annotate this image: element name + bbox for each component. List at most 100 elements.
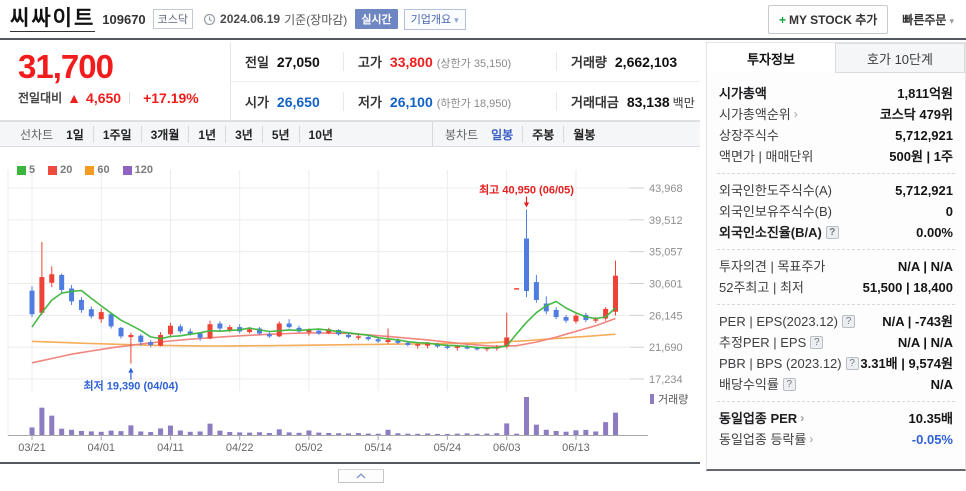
overview-label: 기업개요: [410, 13, 452, 26]
info-value: 3.31배 | 9,574원: [860, 356, 953, 371]
lower-limit: (하한가 18,950): [436, 98, 512, 110]
stock-title[interactable]: 씨싸이트: [10, 6, 96, 32]
info-row: PBR | BPS (2023.12)? 3.31배 | 9,574원: [719, 353, 953, 374]
quick-order-label: 빠른주문: [902, 12, 947, 27]
svg-text:17,234: 17,234: [649, 374, 683, 386]
high-value: 33,800: [389, 54, 433, 70]
candle-interval-button[interactable]: 월봉: [563, 125, 604, 143]
info-row: 액면가 | 매매단위 500원 | 1주: [719, 146, 953, 167]
add-my-stock-button[interactable]: + MY STOCK 추가: [767, 4, 889, 34]
arrow-right-icon: ›: [800, 411, 805, 425]
info-value: 10.35배: [908, 411, 954, 426]
upper-limit: (상한가 35,150): [436, 58, 512, 70]
chart-collapse-button[interactable]: [338, 469, 384, 483]
amount-unit: 백만: [672, 96, 695, 110]
volume-bars: [29, 397, 619, 435]
svg-text:05/14: 05/14: [364, 442, 392, 454]
period-button[interactable]: 10년: [298, 125, 342, 143]
chart-grid: 43,968 39,512 35,057 30,601 26,145 21,690 17,2…: [7, 170, 683, 435]
help-icon[interactable]: ?: [782, 378, 796, 391]
realtime-badge[interactable]: 실시간: [355, 9, 398, 29]
info-value: -0.05%: [911, 432, 953, 447]
period-button[interactable]: 5년: [261, 125, 299, 143]
divider: [129, 91, 131, 104]
period-button[interactable]: 1년: [188, 125, 225, 143]
info-value: 5,712,921: [895, 183, 953, 198]
help-icon[interactable]: ?: [810, 336, 824, 349]
quick-order-dropdown[interactable]: 빠른주문 ▾: [902, 11, 954, 28]
info-section: PER | EPS(2023.12)? N/A | -743원 추정PER | EP…: [717, 304, 955, 401]
candle-interval-button[interactable]: 주봉: [522, 125, 563, 143]
chevron-down-icon: ▾: [949, 15, 954, 26]
prev-close-label: 전일: [245, 55, 269, 70]
ma-legend-label: 60: [97, 164, 110, 176]
info-label: PER | EPS(2023.12)?: [719, 311, 855, 332]
info-label: 투자의견 | 목표주가: [719, 259, 826, 274]
info-row: 추정PER | EPS? N/A | N/A: [719, 332, 953, 353]
info-row[interactable]: 동일업종 등락률 › -0.05%: [719, 429, 953, 450]
help-icon[interactable]: ?: [842, 315, 855, 328]
change-percent: +17.19%: [143, 89, 199, 106]
sidebar-tab[interactable]: 투자정보: [707, 43, 835, 73]
help-icon[interactable]: ?: [825, 226, 839, 239]
market-badge: 코스닥: [152, 9, 194, 29]
period-button[interactable]: 3년: [225, 125, 262, 143]
info-row[interactable]: 동일업종 PER › 10.35배: [719, 408, 953, 429]
info-label: 시가총액: [719, 86, 767, 101]
ma-color-swatch: [85, 165, 95, 175]
ma60-line: [31, 333, 616, 347]
x-axis: 03/21 04/01 04/11 04/22 05/02 05/14 05/24 06/03…: [8, 435, 648, 454]
info-section: 동일업종 PER › 10.35배 동일업종 등락률 › -0.05%: [717, 401, 955, 456]
my-stock-label: MY STOCK 추가: [788, 12, 878, 27]
candlestick-chart[interactable]: 43,968 39,512 35,057 30,601 26,145 21,690 17,2…: [0, 148, 700, 462]
period-button[interactable]: 1주일: [92, 125, 141, 143]
candle-option-list: 일봉 주봉 월봉: [482, 125, 604, 143]
sidebar-sections: 시가총액 1,811억원 시가총액순위 › 코스닥 479위 상장주식수 5,712,921…: [707, 73, 965, 456]
svg-text:06/03: 06/03: [493, 442, 521, 454]
ma-legend: 5 20 60 120: [17, 164, 153, 176]
volume-value: 2,662,103: [614, 54, 678, 70]
candle-group: 봉차트 일봉 주봉 월봉: [432, 122, 604, 146]
svg-text:거래량: 거래량: [658, 393, 688, 406]
change-label: 전일대비: [18, 91, 63, 105]
info-value: N/A | -743원: [882, 314, 953, 329]
company-overview-dropdown[interactable]: 기업개요 ▾: [403, 8, 466, 30]
chart-area: 43,968 39,512 35,057 30,601 26,145 21,690 17,2…: [0, 148, 700, 464]
help-icon[interactable]: ?: [845, 357, 859, 370]
ma20-line: [31, 317, 616, 364]
period-button[interactable]: 1일: [66, 127, 84, 142]
amount-label: 거래대금: [571, 95, 619, 110]
info-label: 시가총액순위 ›: [719, 104, 798, 125]
info-section: 외국인한도주식수(A) 5,712,921 외국인보유주식수(B) 0 외국인소진율(B…: [717, 173, 955, 249]
info-label: 52주최고 | 최저: [719, 280, 804, 295]
info-row: 상장주식수 5,712,921: [719, 125, 953, 146]
info-row[interactable]: 시가총액순위 › 코스닥 479위: [719, 104, 953, 125]
ma-color-swatch: [122, 165, 132, 175]
ohlc-table: 전일 27,050 고가 33,800 (상한가 35,150) 거래량 2,662,1…: [230, 42, 700, 121]
sidebar-tab[interactable]: 호가 10단계: [835, 43, 965, 73]
svg-text:04/11: 04/11: [157, 442, 184, 454]
price-summary: 31,700 전일대비 ▲ 4,650 +17.19% 전일 27,050 고가 3…: [0, 42, 700, 121]
info-value: 5,712,921: [895, 128, 953, 143]
period-button[interactable]: 3개월: [140, 125, 189, 143]
change-arrow: ▲: [67, 89, 82, 106]
ma-legend-item: 5: [17, 164, 35, 176]
page-header: 씨싸이트 109670 코스닥 2024.06.19 기준(장마감) 실시간 기…: [0, 0, 966, 40]
info-row: PER | EPS(2023.12)? N/A | -743원: [719, 311, 953, 332]
svg-text:03/21: 03/21: [18, 442, 46, 454]
candles: [29, 209, 619, 364]
clock-icon: [203, 13, 216, 26]
line-chart-label: 선차트: [20, 127, 54, 142]
svg-text:06/13: 06/13: [562, 442, 590, 454]
candle-interval-button[interactable]: 일봉: [491, 127, 514, 142]
plus-icon: +: [778, 12, 786, 27]
prev-close-value: 27,050: [276, 54, 320, 70]
info-row: 외국인한도주식수(A) 5,712,921: [719, 180, 953, 201]
base-date-suffix: 기준(장마감): [284, 12, 348, 27]
ma-legend-label: 5: [29, 164, 36, 176]
arrow-right-icon: ›: [793, 107, 798, 121]
svg-text:04/01: 04/01: [87, 442, 115, 454]
low-label: 저가: [358, 95, 382, 110]
svg-text:04/22: 04/22: [226, 442, 254, 454]
info-value: N/A | N/A: [897, 335, 953, 350]
